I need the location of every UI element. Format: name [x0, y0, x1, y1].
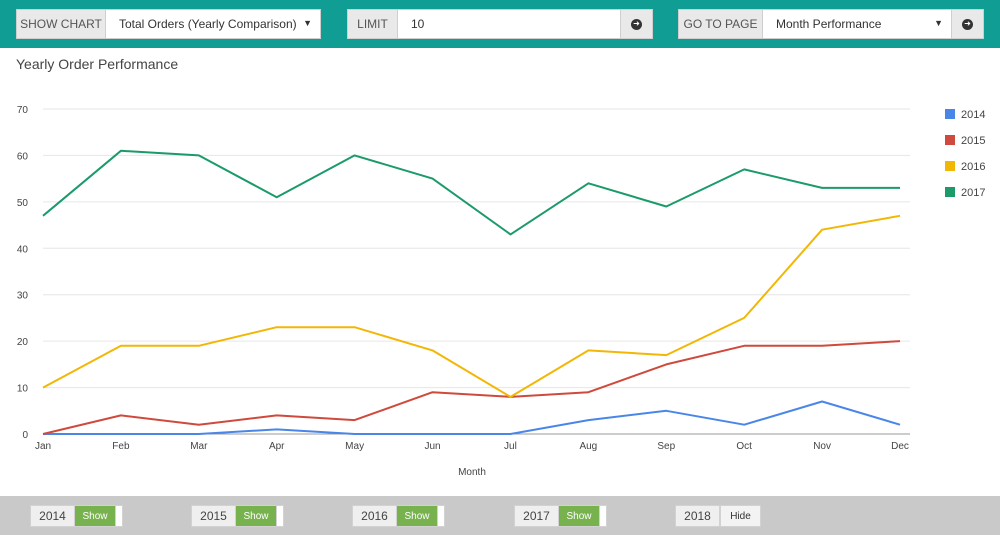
x-tick-label: Nov: [813, 441, 831, 452]
x-tick-label: Jul: [504, 441, 517, 452]
y-tick-label: 0: [22, 430, 28, 441]
show-chart-select-value: Total Orders (Yearly Comparison): [119, 17, 297, 31]
year-toggle-2018: 2018 Hide: [675, 505, 761, 527]
series-line-2017: [42, 149, 900, 236]
order-line-chart: 0 10 20 30 40 50 60 70 Jan Feb Mar Apr May Jun Jul Aug S…: [17, 105, 986, 478]
year-toggle-switch[interactable]: Show: [75, 506, 115, 526]
toggle-knob[interactable]: [115, 506, 122, 526]
y-tick-label: 10: [17, 384, 29, 395]
year-toggle-2016: 2016 Show: [352, 505, 445, 527]
y-tick-label: 50: [17, 198, 29, 209]
x-tick-label: Jan: [35, 441, 51, 452]
x-tick-label: Mar: [190, 441, 208, 452]
year-toggle-2017: 2017 Show: [514, 505, 607, 527]
x-tick-label: Feb: [112, 441, 130, 452]
year-toggle-label: 2015: [192, 506, 236, 526]
legend-swatch-2016: [945, 161, 955, 171]
series-line-2014: [43, 400, 901, 435]
year-toggle-label: 2017: [515, 506, 559, 526]
show-chart-label: SHOW CHART: [17, 10, 106, 38]
y-tick-label: 70: [17, 105, 29, 116]
show-chart-select[interactable]: Total Orders (Yearly Comparison) ▼: [106, 10, 320, 38]
year-toggle-switch[interactable]: Show: [559, 506, 599, 526]
limit-control: LIMIT 10 ➜: [347, 9, 653, 39]
x-tick-label: Sep: [657, 441, 675, 452]
y-tick-label: 20: [17, 337, 29, 348]
x-axis-label: Month: [458, 467, 486, 478]
limit-input-value: 10: [411, 17, 425, 31]
x-tick-label: Oct: [736, 441, 752, 452]
go-to-page-button[interactable]: ➜: [951, 10, 983, 38]
x-tick-label: Jun: [424, 441, 440, 452]
limit-input[interactable]: 10: [398, 10, 620, 38]
legend-swatch-2017: [945, 187, 955, 197]
legend-label-2016: 2016: [961, 161, 985, 173]
year-toggle-switch[interactable]: Hide: [720, 506, 760, 526]
toggle-knob[interactable]: [437, 506, 444, 526]
arrow-right-circle-icon: ➜: [962, 18, 973, 30]
y-tick-label: 60: [17, 151, 29, 162]
toggle-knob[interactable]: [599, 506, 606, 526]
x-tick-label: May: [345, 441, 364, 452]
legend-swatch-2015: [945, 135, 955, 145]
show-chart-control: SHOW CHART Total Orders (Yearly Comparis…: [16, 9, 321, 39]
legend-swatch-2014: [945, 109, 955, 119]
go-to-page-control: GO TO PAGE Month Performance ▼ ➜: [678, 9, 984, 39]
series-line-2015: [42, 340, 901, 435]
legend-label-2014: 2014: [961, 109, 985, 121]
go-to-page-select-value: Month Performance: [776, 17, 882, 31]
chart-title: Yearly Order Performance: [16, 56, 179, 72]
caret-down-icon: ▼: [934, 18, 943, 28]
go-to-page-label: GO TO PAGE: [679, 10, 763, 38]
year-toggle-label: 2016: [353, 506, 397, 526]
series-line-2016: [42, 214, 901, 398]
year-toggle-2015: 2015 Show: [191, 505, 284, 527]
toggle-knob[interactable]: [276, 506, 283, 526]
year-toggle-switch[interactable]: Show: [236, 506, 276, 526]
top-toolbar: SHOW CHART Total Orders (Yearly Comparis…: [0, 0, 1000, 48]
x-tick-label: Dec: [891, 441, 909, 452]
year-toggle-bar: 2014 Show 2015 Show 2016 Show 2017 Show 2018 Hide: [0, 496, 1000, 535]
limit-go-button[interactable]: ➜: [620, 10, 652, 38]
x-tick-label: Aug: [579, 441, 597, 452]
legend-label-2017: 2017: [961, 187, 985, 199]
year-toggle-switch[interactable]: Show: [397, 506, 437, 526]
y-tick-label: 30: [17, 291, 29, 302]
x-tick-label: Apr: [269, 441, 285, 452]
year-toggle-2014: 2014 Show: [30, 505, 123, 527]
caret-down-icon: ▼: [303, 18, 312, 28]
chart-panel: Yearly Order Performance 0 10 20 30 40 50 60 70…: [4, 48, 997, 496]
year-toggle-label: 2014: [31, 506, 75, 526]
legend-label-2015: 2015: [961, 135, 985, 147]
y-tick-label: 40: [17, 244, 29, 255]
limit-label: LIMIT: [348, 10, 398, 38]
arrow-right-circle-icon: ➜: [631, 18, 642, 30]
year-toggle-label: 2018: [676, 506, 720, 526]
go-to-page-select[interactable]: Month Performance ▼: [763, 10, 951, 38]
